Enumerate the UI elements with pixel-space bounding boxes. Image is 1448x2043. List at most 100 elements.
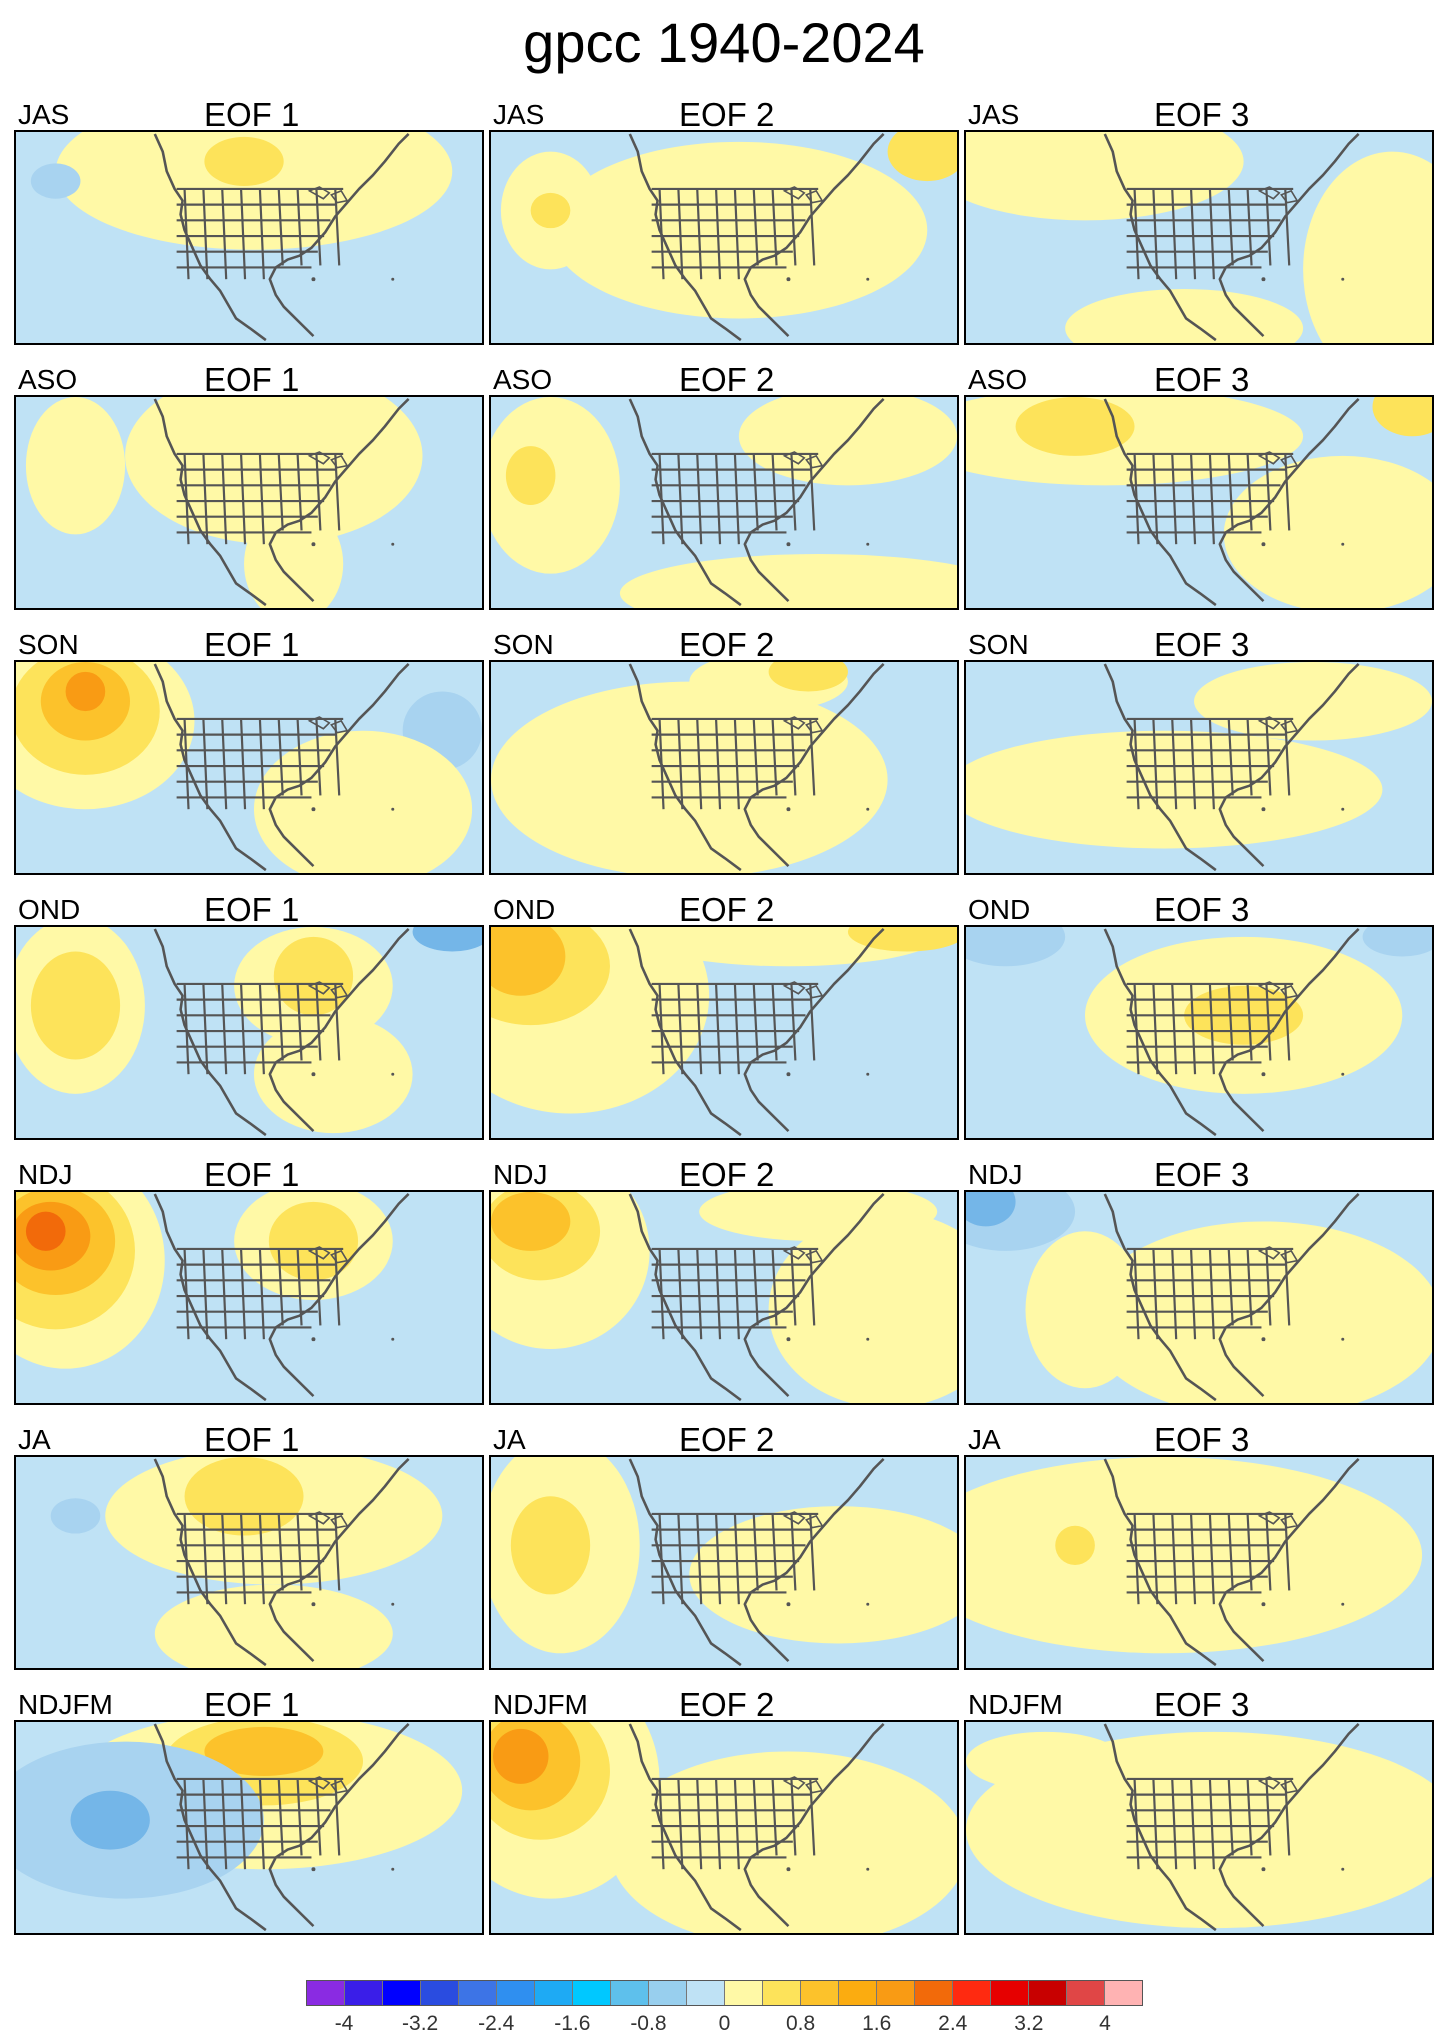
- season-label: NDJFM: [968, 1689, 1063, 1720]
- panel-son-eof2: SON EOF 2: [489, 628, 961, 875]
- panel-ond-eof2: OND EOF 2: [489, 893, 961, 1140]
- coastline: [153, 398, 410, 607]
- island-dot: [311, 542, 316, 547]
- anomaly-map: [489, 925, 959, 1140]
- anomaly-contour: [204, 1726, 324, 1776]
- anomaly-contour: [55, 132, 453, 250]
- island-dot: [866, 1602, 870, 1606]
- anomaly-contour: [184, 1457, 304, 1536]
- coastline: [153, 1458, 410, 1667]
- eof-label: EOF 3: [1154, 96, 1250, 133]
- eof-label: EOF 1: [204, 1156, 300, 1193]
- island-dot: [1261, 1602, 1266, 1607]
- colorbar-swatch: [421, 1981, 459, 2005]
- colorbar-swatch: [687, 1981, 725, 2005]
- great-lakes: [307, 981, 349, 999]
- island-dot: [786, 807, 791, 812]
- panel-aso-eof3: ASO EOF 3: [964, 363, 1436, 610]
- season-label: JA: [493, 1424, 526, 1455]
- colorbar-swatch: [459, 1981, 497, 2005]
- island-dot: [311, 1602, 316, 1607]
- great-lakes: [307, 716, 349, 734]
- island-dot: [1261, 277, 1266, 282]
- panel-aso-eof2: ASO EOF 2: [489, 363, 961, 610]
- great-lakes: [307, 1246, 349, 1264]
- anomaly-contour: [244, 504, 344, 608]
- panel-ja-eof2: JA EOF 2: [489, 1423, 961, 1670]
- great-lakes: [1257, 716, 1299, 734]
- coastline: [1103, 1723, 1360, 1932]
- anomaly-contour: [1015, 397, 1135, 456]
- page-title: gpcc 1940-2024: [523, 11, 925, 74]
- eof-label: EOF 3: [1154, 1421, 1250, 1458]
- island-dot: [391, 807, 395, 811]
- anomaly-map: [489, 660, 959, 875]
- season-label: SON: [18, 629, 79, 660]
- colorbar-tick-label: 1.6: [862, 2012, 892, 2035]
- anomaly-contour: [412, 927, 482, 952]
- colorbar-tick-label: 3.2: [1014, 2012, 1044, 2035]
- anomaly-map: [489, 1455, 959, 1670]
- anomaly-map: [964, 130, 1434, 345]
- island-dot: [1341, 1072, 1345, 1076]
- anomaly-map: [964, 925, 1434, 1140]
- great-lakes: [782, 1776, 824, 1794]
- anomaly-contour: [1025, 1231, 1145, 1389]
- coastline: [1103, 133, 1360, 342]
- season-label: NDJ: [493, 1159, 548, 1190]
- season-label: JA: [968, 1424, 1001, 1455]
- coastline: [628, 663, 885, 872]
- island-dot: [311, 277, 316, 282]
- panel-ond-eof1: OND EOF 1: [14, 893, 486, 1140]
- island-dot: [1341, 1602, 1345, 1606]
- island-dot: [391, 1867, 395, 1871]
- colorbar-swatch: [497, 1981, 535, 2005]
- anomaly-map: [14, 660, 484, 875]
- colorbar-swatch: [877, 1981, 915, 2005]
- coastline: [1103, 1193, 1360, 1402]
- coastline: [1103, 398, 1360, 607]
- panel-ndjfm-eof2: NDJFM EOF 2: [489, 1688, 961, 1935]
- season-label: NDJ: [968, 1159, 1023, 1190]
- coastline: [153, 133, 410, 342]
- panel-son-eof3: SON EOF 3: [964, 628, 1436, 875]
- colorbar-swatch: [1105, 1981, 1142, 2005]
- season-label: NDJFM: [493, 1689, 588, 1720]
- season-label: SON: [968, 629, 1029, 660]
- anomaly-map: [964, 395, 1434, 610]
- coastline: [1103, 928, 1360, 1137]
- coastline: [153, 663, 410, 872]
- anomaly-contour: [847, 927, 957, 952]
- island-dot: [1341, 807, 1345, 811]
- anomaly-contour: [966, 1192, 1016, 1227]
- colorbar-ticks: -4 -3.2 -2.4 -1.6 -0.8 0 0.8 1.6 2.4 3.2 4: [306, 2012, 1143, 2040]
- eof-label: EOF 3: [1154, 1156, 1250, 1193]
- anomaly-map: [489, 1190, 959, 1405]
- panel-jas-eof3: JAS EOF 3: [964, 96, 1436, 345]
- colorbar-swatch: [535, 1981, 573, 2005]
- great-lakes: [782, 1511, 824, 1529]
- colorbar-swatch: [611, 1981, 649, 2005]
- anomaly-contour: [25, 1211, 66, 1251]
- island-dot: [1341, 1337, 1345, 1341]
- eof-label: EOF 1: [204, 96, 300, 133]
- panel-ja-eof1: JA EOF 1: [14, 1421, 486, 1670]
- anomaly-map: [964, 1190, 1434, 1405]
- panel-jas-eof2: JAS EOF 2: [489, 98, 961, 345]
- colorbar-tick-label: 0: [718, 2012, 731, 2035]
- island-dot: [866, 542, 870, 546]
- eof-label: EOF 1: [204, 1421, 300, 1458]
- coastline: [628, 1458, 885, 1667]
- island-dot: [786, 1602, 791, 1607]
- season-label: OND: [493, 894, 556, 925]
- colorbar-tick-label: -0.8: [630, 2012, 667, 2035]
- island-dot: [311, 1072, 316, 1077]
- anomaly-contour: [492, 1728, 549, 1784]
- coastline: [628, 928, 885, 1137]
- anomaly-contour: [510, 1496, 591, 1595]
- island-dot: [1341, 277, 1345, 281]
- panel-ndjfm-eof3: NDJFM EOF 3: [964, 1688, 1436, 1935]
- anomaly-contour: [1055, 1525, 1095, 1565]
- season-label: ASO: [493, 364, 553, 395]
- season-label: ASO: [18, 364, 78, 395]
